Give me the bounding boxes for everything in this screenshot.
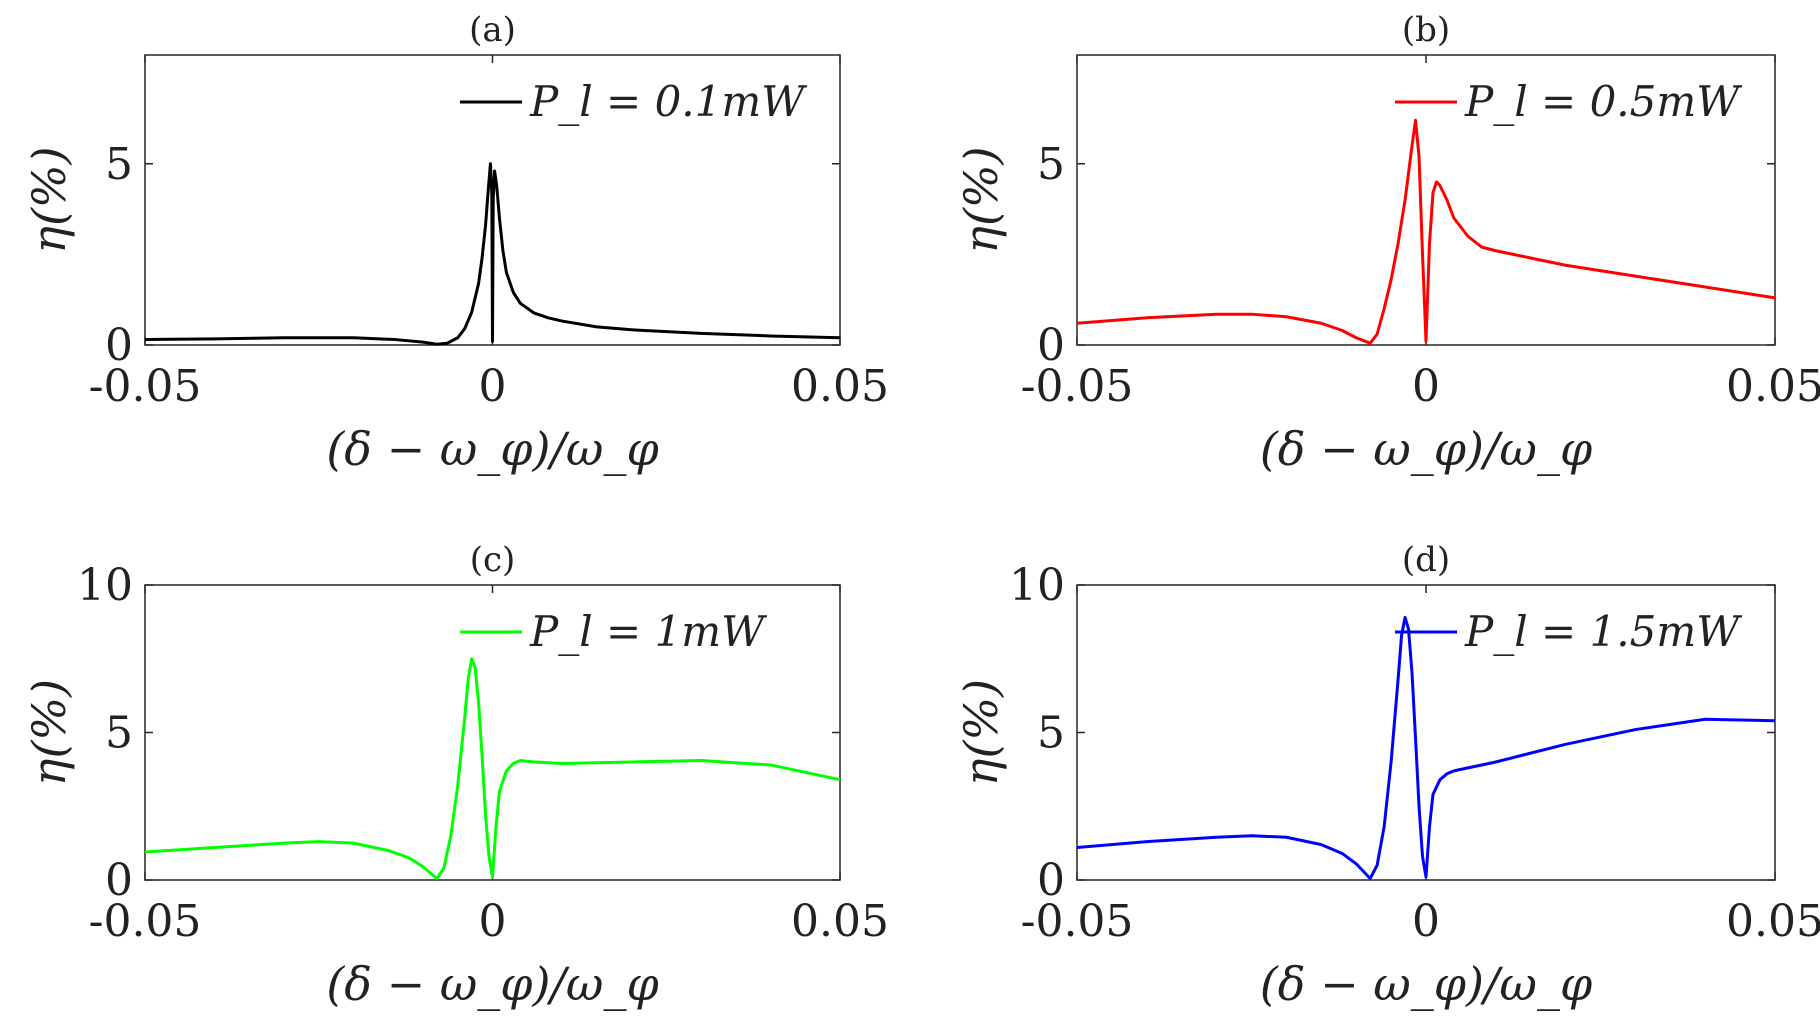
x-tick-label: 0.05 [791, 896, 889, 947]
x-tick-label: -0.05 [89, 361, 202, 412]
y-tick-label: 0 [1037, 855, 1065, 906]
series-line [1076, 118, 1776, 345]
y-tick-label: 5 [105, 708, 133, 759]
series-line [144, 162, 841, 346]
plot-area [144, 584, 841, 881]
x-tick-label: 0 [1412, 361, 1440, 412]
x-tick-label: 0 [1412, 896, 1440, 947]
panel-title: (d) [1402, 540, 1450, 580]
x-tick-label: 0.05 [1726, 896, 1820, 947]
y-tick-label: 0 [1037, 320, 1065, 371]
y-tick-label: 10 [1009, 560, 1065, 611]
x-tick-label: 0 [479, 896, 507, 947]
x-tick-label: 0 [479, 361, 507, 412]
legend-label: P_l = 1mW [529, 607, 768, 656]
panel-title: (a) [469, 10, 516, 50]
series-line [144, 657, 841, 881]
y-axis-label: η(%) [22, 679, 76, 786]
legend-label: P_l = 0.1mW [529, 77, 808, 126]
y-tick-label: 10 [77, 560, 133, 611]
y-tick-label: 0 [105, 855, 133, 906]
x-axis-label: (δ − ω_φ)/ω_φ [1260, 422, 1593, 476]
y-axis-label: η(%) [22, 146, 76, 253]
panel-title: (b) [1402, 10, 1450, 50]
x-tick-label: 0.05 [1726, 361, 1820, 412]
legend-label: P_l = 1.5mW [1464, 607, 1743, 656]
series-line [1076, 615, 1776, 881]
x-tick-label: 0.05 [791, 361, 889, 412]
x-tick-label: -0.05 [89, 896, 202, 947]
x-tick-label: -0.05 [1021, 896, 1134, 947]
plot-area [1076, 584, 1776, 881]
legend-label: P_l = 0.5mW [1464, 77, 1743, 126]
x-axis-label: (δ − ω_φ)/ω_φ [326, 957, 659, 1011]
y-tick-label: 5 [1037, 708, 1065, 759]
x-axis-label: (δ − ω_φ)/ω_φ [326, 422, 659, 476]
y-axis-label: η(%) [954, 146, 1008, 253]
y-tick-label: 5 [1037, 139, 1065, 190]
y-tick-label: 5 [105, 139, 133, 190]
x-tick-label: -0.05 [1021, 361, 1134, 412]
x-axis-label: (δ − ω_φ)/ω_φ [1260, 957, 1593, 1011]
panel-title: (c) [470, 540, 516, 580]
y-axis-label: η(%) [954, 679, 1008, 786]
y-tick-label: 0 [105, 320, 133, 371]
